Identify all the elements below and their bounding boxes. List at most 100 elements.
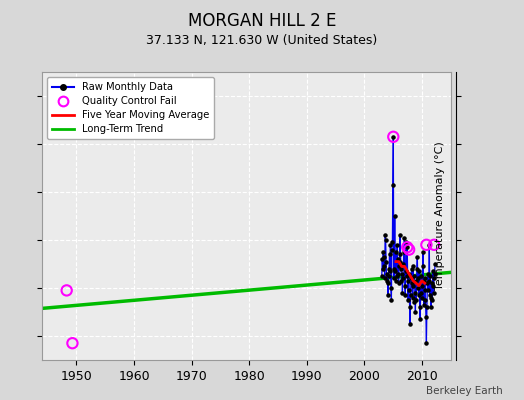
Point [391, 249, 400, 255]
Point [417, 273, 425, 279]
Point [400, 234, 409, 241]
Point [411, 309, 420, 315]
Point [380, 254, 388, 260]
Point [386, 242, 395, 248]
Point [389, 134, 398, 140]
Point [422, 340, 431, 346]
Point [418, 294, 427, 301]
Point [431, 261, 439, 267]
Point [412, 266, 421, 272]
Point [421, 297, 430, 303]
Point [409, 263, 417, 270]
Point [395, 263, 403, 270]
Point [406, 304, 414, 310]
Point [392, 273, 401, 279]
Point [378, 256, 386, 262]
Point [410, 273, 418, 279]
Point [401, 292, 409, 298]
Point [416, 316, 424, 322]
Point [425, 292, 434, 298]
Point [418, 263, 427, 270]
Point [414, 285, 422, 291]
Point [418, 282, 426, 289]
Point [413, 275, 422, 282]
Point [417, 290, 425, 296]
Point [406, 321, 414, 327]
Point [68, 340, 77, 346]
Text: MORGAN HILL 2 E: MORGAN HILL 2 E [188, 12, 336, 30]
Legend: Raw Monthly Data, Quality Control Fail, Five Year Moving Average, Long-Term Tren: Raw Monthly Data, Quality Control Fail, … [47, 77, 214, 139]
Point [411, 290, 419, 296]
Point [403, 244, 411, 250]
Point [390, 266, 398, 272]
Point [403, 244, 411, 250]
Point [385, 266, 393, 272]
Point [397, 266, 405, 272]
Point [416, 304, 424, 310]
Point [419, 249, 427, 255]
Point [394, 256, 402, 262]
Point [381, 232, 389, 238]
Point [384, 273, 392, 279]
Point [408, 280, 416, 286]
Point [424, 278, 433, 284]
Point [378, 266, 387, 272]
Point [399, 261, 408, 267]
Point [388, 246, 396, 253]
Point [398, 290, 407, 296]
Point [401, 282, 409, 289]
Text: Berkeley Earth: Berkeley Earth [427, 386, 503, 396]
Point [407, 266, 416, 272]
Point [420, 302, 428, 308]
Point [429, 290, 438, 296]
Point [389, 134, 398, 140]
Point [397, 278, 406, 284]
Point [393, 242, 401, 248]
Point [425, 242, 433, 248]
Point [402, 239, 410, 246]
Point [409, 282, 418, 289]
Point [395, 258, 403, 265]
Point [396, 232, 404, 238]
Point [384, 280, 392, 286]
Point [382, 258, 390, 265]
Point [419, 278, 428, 284]
Point [423, 280, 432, 286]
Point [412, 297, 421, 303]
Point [389, 275, 398, 282]
Point [403, 278, 412, 284]
Point [430, 275, 438, 282]
Point [378, 273, 386, 279]
Point [392, 278, 400, 284]
Point [408, 294, 417, 301]
Point [388, 239, 397, 246]
Point [380, 275, 389, 282]
Point [404, 297, 412, 303]
Text: 37.133 N, 121.630 W (United States): 37.133 N, 121.630 W (United States) [146, 34, 378, 47]
Point [399, 275, 407, 282]
Point [379, 263, 388, 270]
Point [390, 213, 399, 219]
Point [428, 280, 436, 286]
Point [430, 242, 438, 248]
Point [386, 268, 394, 274]
Point [389, 182, 397, 188]
Point [407, 275, 415, 282]
Point [405, 287, 413, 294]
Point [410, 299, 419, 306]
Point [424, 287, 432, 294]
Point [429, 268, 438, 274]
Point [423, 270, 432, 277]
Point [62, 287, 71, 294]
Point [396, 251, 405, 258]
Point [398, 270, 406, 277]
Point [429, 282, 437, 289]
Point [427, 294, 435, 301]
Y-axis label: Temperature Anomaly (°C): Temperature Anomaly (°C) [435, 142, 445, 290]
Point [421, 275, 429, 282]
Point [381, 237, 390, 243]
Point [394, 270, 402, 277]
Point [407, 292, 415, 298]
Point [391, 268, 399, 274]
Point [383, 278, 391, 284]
